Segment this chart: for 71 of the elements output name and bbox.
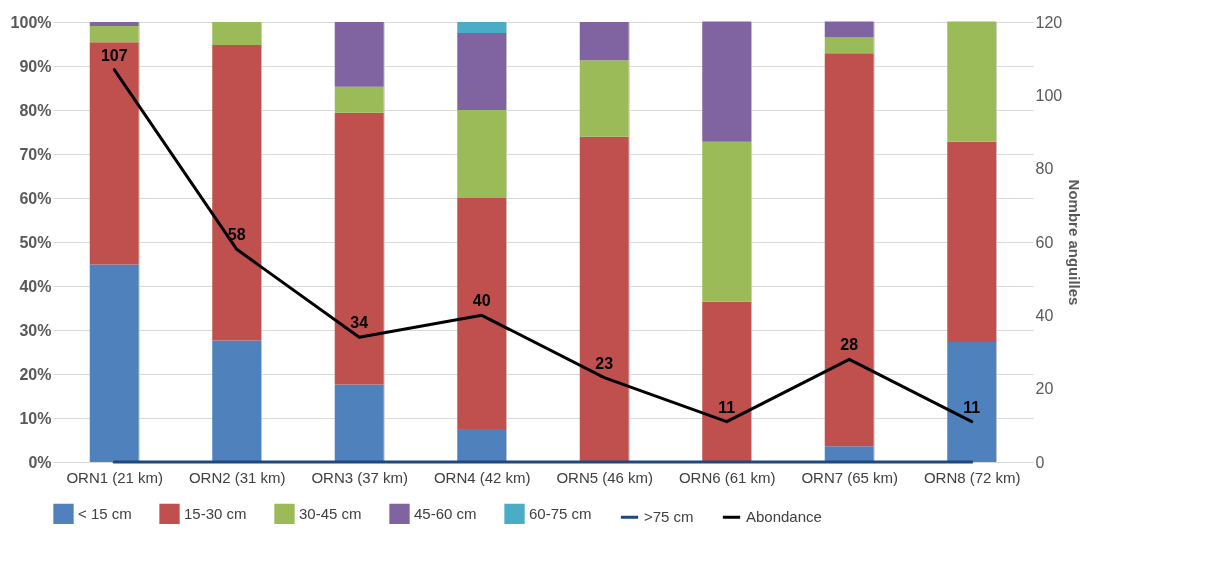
y2-tick-label: 120 [1035,13,1063,31]
legend-label: < 15 cm [78,504,132,522]
y-tick-label: 40% [19,277,52,295]
y-tick-label: 20% [19,365,52,383]
bar [702,301,752,462]
y2-axis-title: Nombre anguilles [1066,179,1084,306]
y-tick-label: 70% [19,145,52,163]
bar [824,21,874,38]
x-tick-label: ORN1 (21 km) [66,468,164,486]
bar [212,44,262,341]
bar [334,86,384,113]
bar [824,37,874,54]
bar [89,22,139,26]
legend-label: 15-30 cm [184,504,247,522]
bar [947,341,997,462]
x-tick-label: ORN4 (42 km) [433,468,531,486]
legend-label: 30-45 cm [299,504,362,522]
legend-label: Abondance [746,508,822,526]
y-tick-label: 0% [28,453,52,471]
y2-tick-label: 80 [1035,160,1054,178]
bar [457,110,507,198]
y2-tick-label: 40 [1035,306,1054,324]
data-label: 34 [350,314,369,332]
data-label: 58 [227,226,246,244]
y-tick-label: 60% [19,189,52,207]
bar [579,136,629,462]
x-tick-label: ORN7 (65 km) [801,468,899,486]
data-label: 23 [595,354,614,372]
bar [457,198,507,429]
bar [334,22,384,87]
bar [702,141,752,302]
y2-tick-label: 20 [1035,380,1054,398]
y-tick-label: 90% [19,57,52,75]
data-label: 11 [718,398,736,416]
x-tick-label: ORN6 (61 km) [678,468,776,486]
y2-tick-label: 60 [1035,233,1054,251]
y2-tick-label: 0 [1035,453,1045,471]
bar [579,60,629,137]
bar [457,33,507,110]
bar [824,53,874,447]
x-tick-label: ORN3 (37 km) [311,468,409,486]
legend-label: 60-75 cm [529,504,592,522]
y-tick-label: 50% [19,233,52,251]
y2-tick-label: 100 [1035,86,1063,104]
data-label: 11 [963,398,981,416]
bar [947,21,997,142]
bar [89,42,139,265]
legend-label: 45-60 cm [414,504,477,522]
bar [824,446,874,462]
bar [457,429,507,462]
data-label: 107 [100,46,128,64]
bar [334,112,384,385]
data-label: 28 [840,336,859,354]
bar [89,25,139,43]
bar [89,264,139,462]
data-label: 40 [472,292,491,310]
y-tick-label: 30% [19,321,52,339]
bar [334,384,384,462]
x-tick-label: ORN2 (31 km) [188,468,286,486]
bar [457,22,507,33]
bar [947,141,997,342]
y-tick-label: 100% [10,13,52,31]
x-tick-label: ORN8 (72 km) [923,468,1021,486]
y-tick-label: 80% [19,101,52,119]
x-tick-label: ORN5 (46 km) [556,468,654,486]
bar [212,22,262,45]
bar [579,22,629,61]
y-tick-label: 10% [19,409,52,427]
bar [702,21,752,142]
legend-label: >75 cm [644,508,694,526]
bar [212,340,262,462]
